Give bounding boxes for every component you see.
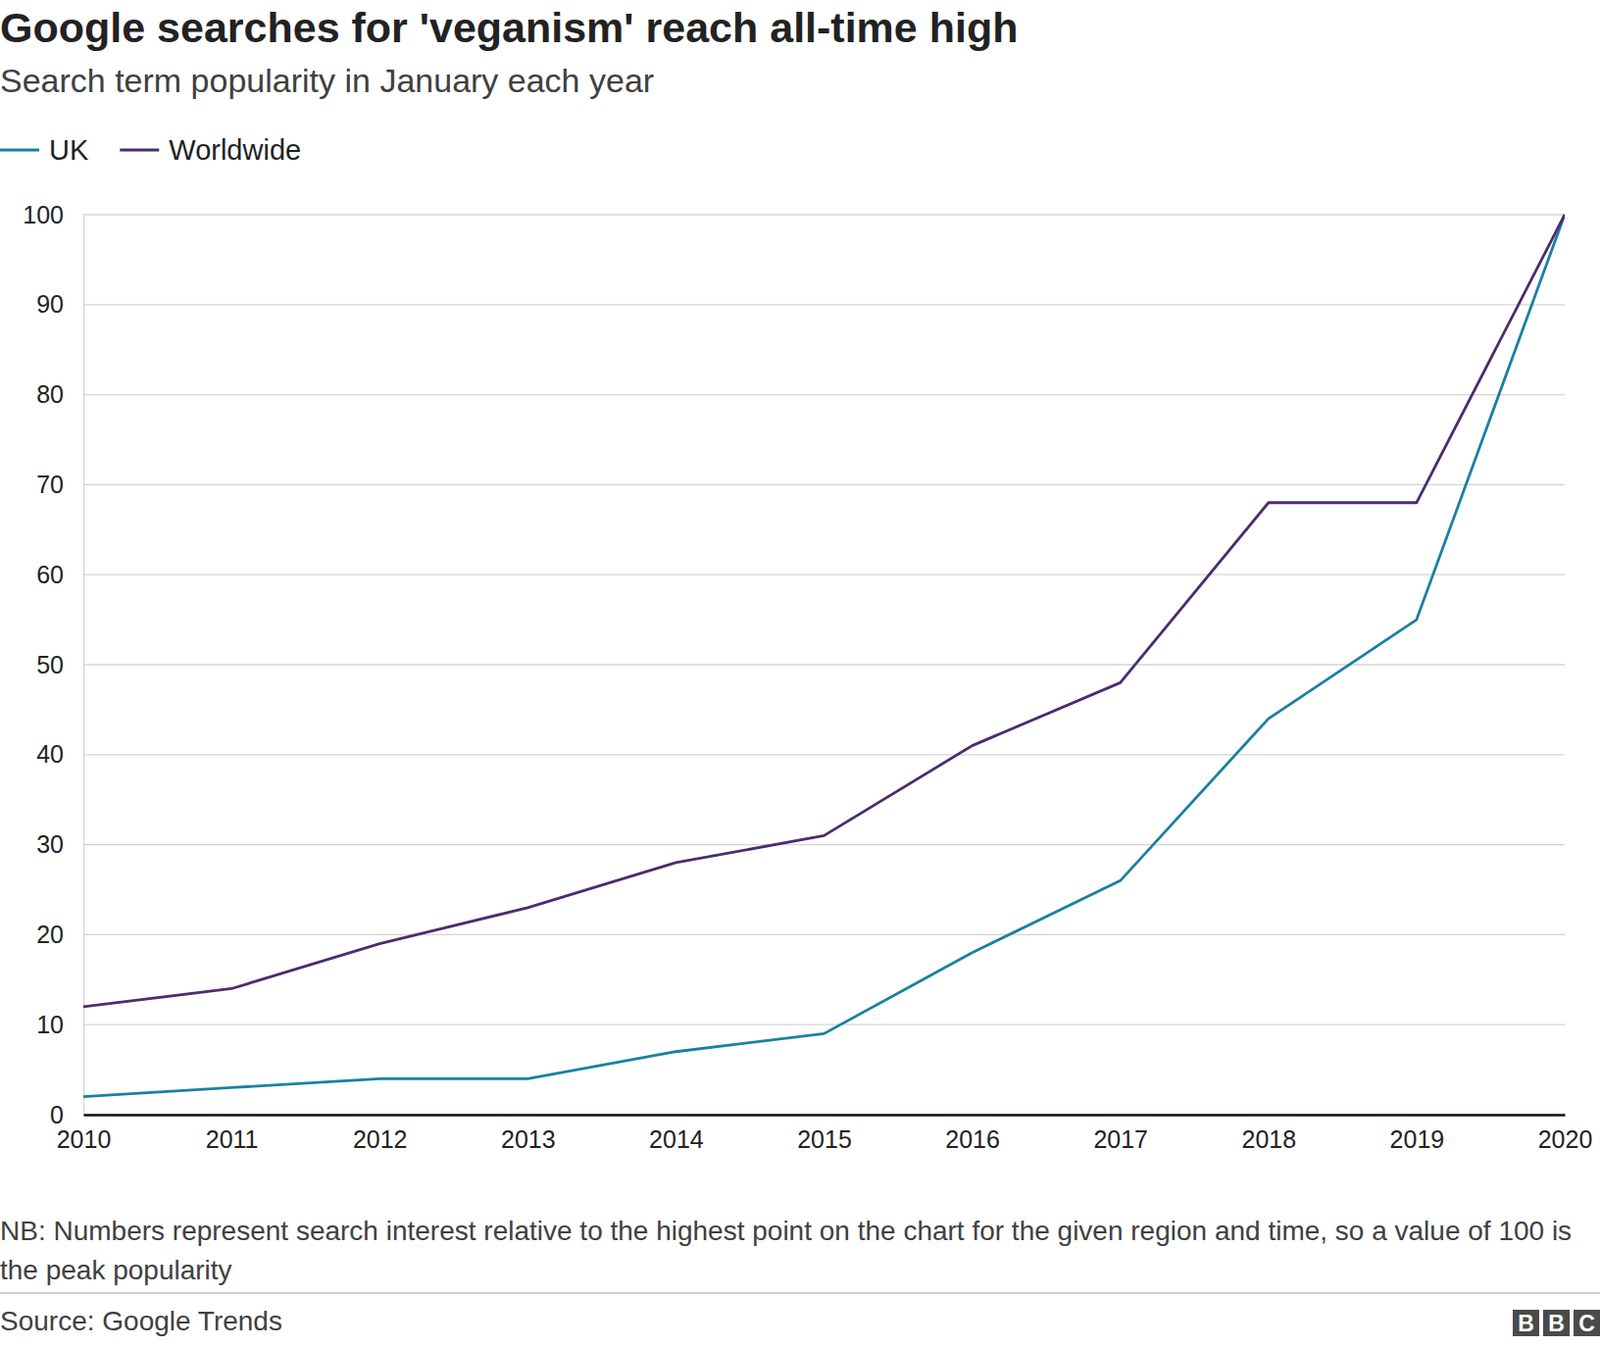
y-tick-label: 20 [36,920,64,949]
grid-line [83,394,1565,396]
y-tick: 60 [36,560,84,589]
legend-swatch [119,149,159,152]
grid-line [83,1024,1565,1026]
logo-box [1543,1309,1570,1337]
x-tick-label: 2020 [1538,1125,1594,1153]
x-tick: 2012 [352,1114,408,1153]
logo-box [1512,1309,1540,1337]
grid [83,214,1565,1115]
legend-item: UK [0,134,90,166]
logo: BBC [1512,1309,1600,1337]
x-tick-label: 2010 [56,1125,112,1153]
grid-line [83,844,1565,846]
x-tick: 2016 [945,1114,1000,1153]
x-tick: 2018 [1241,1114,1297,1153]
chart-svg: 0102030405060708090100201020112012201320… [0,0,1600,1347]
y-tick-label: 30 [36,830,64,858]
plot-area [83,214,1565,1098]
series-line [83,214,1565,1007]
logo-letter: B [1548,1310,1565,1337]
y-tick: 40 [36,740,84,768]
y-tick-label: 100 [22,200,64,229]
x-tick: 2014 [649,1114,704,1153]
grid-line [83,1113,1565,1115]
y-tick-label: 90 [36,290,64,318]
grid-line [83,213,1565,215]
y-tick: 0 [50,1100,84,1129]
grid-line [83,753,1565,755]
x-tick: 2013 [500,1114,556,1153]
y-tick-label: 70 [36,470,64,499]
legend-item: Worldwide [119,134,301,166]
x-tick-label: 2019 [1390,1125,1446,1153]
logo-box [1573,1309,1600,1337]
grid-line [83,934,1565,936]
source: Source: Google Trends [0,1304,283,1339]
x-tick-label: 2016 [945,1125,1000,1153]
x-tick-label: 2018 [1241,1125,1297,1153]
footnote: NB: Numbers represent search interest re… [0,1211,1579,1291]
x-tick: 2019 [1390,1114,1446,1153]
x-tick-label: 2017 [1093,1125,1149,1153]
y-tick: 100 [22,200,84,229]
grid-line [83,303,1565,305]
x-tick: 2010 [56,1114,112,1153]
x-axis: 2010 2011 2012 2013 2014 2015 2016 2017 2018 2019… [56,1114,1594,1153]
chart-subtitle: Search term popularity in January each y… [0,58,654,102]
grid-line [83,574,1565,576]
y-axis: 0 10 20 30 40 50 60 70 80 90 100 [22,200,84,1129]
x-tick-label: 2013 [500,1125,556,1153]
series-line [83,214,1565,1098]
separator [0,1292,1600,1294]
y-tick-label: 10 [36,1010,64,1039]
y-tick: 20 [36,920,84,949]
x-tick: 2015 [797,1114,852,1153]
y-axis-line [83,215,85,1116]
legend: UK Worldwide [0,134,301,166]
x-tick: 2017 [1093,1114,1149,1153]
grid-line [83,663,1565,665]
y-tick: 10 [36,1010,84,1039]
y-tick-label: 40 [36,740,64,768]
y-tick-label: 0 [50,1100,64,1129]
y-tick: 30 [36,830,84,858]
y-tick-label: 50 [36,650,64,679]
x-tick-label: 2011 [205,1125,259,1153]
legend-swatch [0,149,40,152]
legend-label: UK [49,134,90,166]
y-tick: 70 [36,470,84,499]
x-tick-label: 2015 [797,1125,852,1153]
grid-line [83,484,1565,486]
x-tick: 2011 [205,1114,259,1153]
y-tick-label: 80 [36,380,64,408]
y-tick: 90 [36,290,84,318]
chart-title: Google searches for 'veganism' reach all… [0,1,1018,53]
y-tick: 80 [36,380,84,408]
y-tick: 50 [36,650,84,679]
x-tick-label: 2014 [649,1125,704,1153]
x-axis-line [84,1113,1566,1117]
x-tick-label: 2012 [352,1125,408,1153]
y-tick-label: 60 [36,560,64,589]
legend-label: Worldwide [168,134,301,166]
x-tick: 2020 [1538,1114,1594,1153]
logo-letter: C [1578,1310,1596,1337]
logo-letter: B [1517,1310,1535,1337]
